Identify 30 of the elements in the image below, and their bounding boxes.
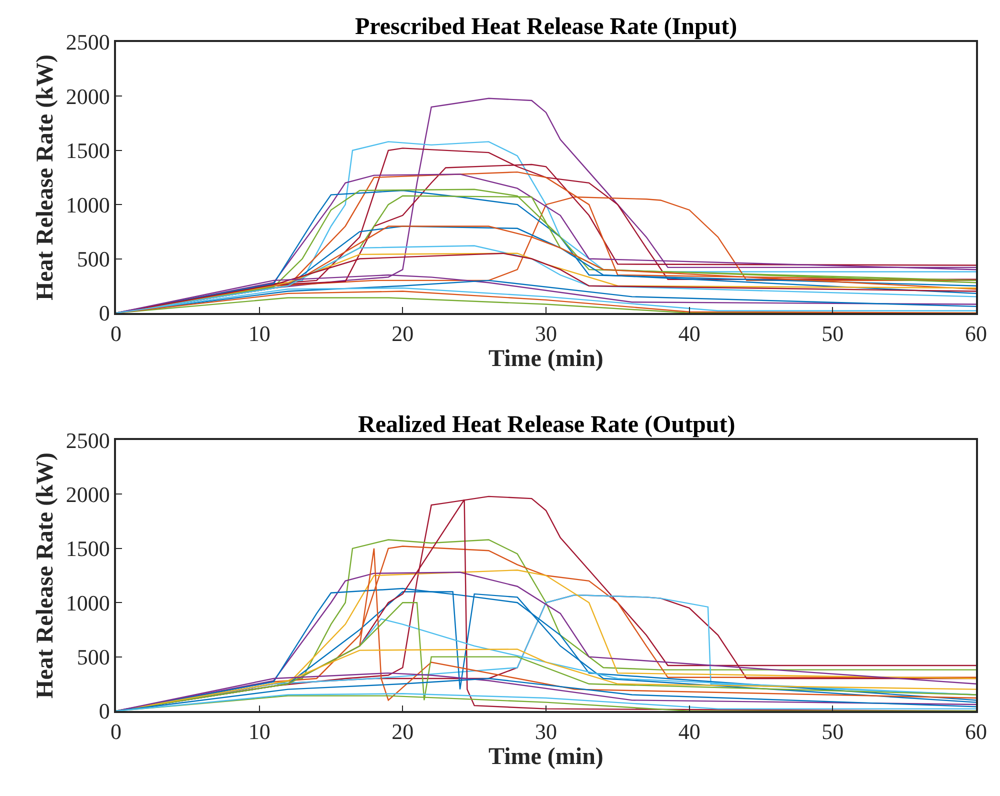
x-tick-label: 10 [248,321,270,346]
x-tick-label: 40 [678,719,700,744]
y-axis-title: Heat Release Rate (kW) [32,452,58,698]
y-tick-label: 1500 [66,138,110,164]
x-axis-title: Time (min) [488,346,604,372]
y-tick-label: 1500 [66,536,110,562]
y-tick-label: 2000 [66,84,110,109]
y-tick-label: 1000 [66,590,110,616]
y-tick-label: 500 [76,246,110,272]
y-tick-label: 500 [76,644,110,670]
chart-title: Realized Heat Release Rate (Output) [358,412,736,438]
y-tick-label: 1000 [66,192,110,218]
x-tick-label: 20 [392,719,414,744]
y-axis-title: Heat Release Rate (kW) [32,54,58,300]
x-tick-label: 50 [822,321,844,346]
x-tick-label: 40 [678,321,700,346]
y-tick-label: 0 [98,698,110,724]
y-tick-label: 0 [98,300,110,326]
x-tick-label: 30 [535,719,557,744]
x-tick-label: 10 [248,719,270,744]
x-tick-label: 60 [965,321,987,346]
y-tick-label: 2500 [66,30,110,55]
y-tick-label: 2000 [66,482,110,507]
x-tick-label: 20 [392,321,414,346]
x-axis-title: Time (min) [488,744,604,770]
chart-title: Prescribed Heat Release Rate (Input) [355,14,738,40]
x-tick-label: 50 [822,719,844,744]
y-tick-label: 2500 [66,428,110,453]
x-tick-label: 30 [535,321,557,346]
x-tick-label: 60 [965,719,987,744]
